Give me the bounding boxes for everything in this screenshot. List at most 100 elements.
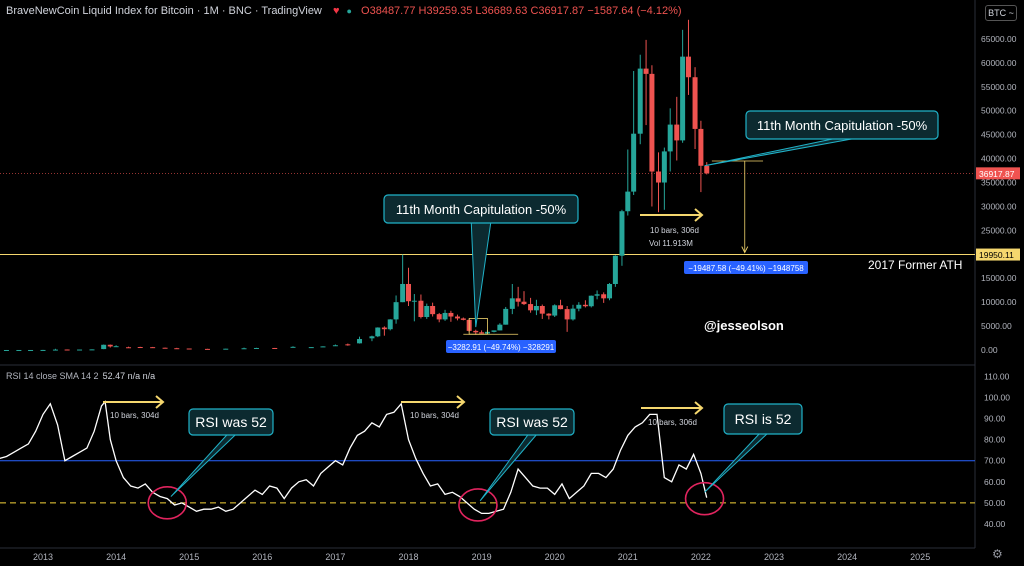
rsi-axis-tick: 110.00	[984, 371, 1010, 381]
price-candle	[64, 349, 70, 351]
rsi-bars-label-3: 10 bars, 306d	[648, 418, 697, 427]
price-candle	[497, 323, 503, 331]
price-candle	[387, 319, 393, 331]
price-axis-label: 36917.87	[979, 169, 1015, 179]
price-candle	[692, 67, 698, 150]
candle-body	[473, 330, 479, 333]
price-candle	[16, 349, 22, 351]
candle-body	[320, 346, 326, 348]
price-candle	[558, 299, 564, 310]
price-candle	[601, 292, 607, 303]
time-axis-tick: 2022	[691, 552, 711, 562]
candle-body	[509, 298, 515, 309]
favorite-heart-icon[interactable]: ♥	[332, 5, 340, 17]
former-ath-label: 2017 Former ATH	[868, 258, 962, 272]
price-candle	[539, 304, 545, 319]
rsi-arrow-3-head	[694, 401, 704, 415]
candle-body	[332, 345, 338, 347]
price-axis-tick: 15000.00	[981, 273, 1017, 283]
price-candle	[40, 349, 46, 351]
price-candle	[272, 347, 278, 349]
price-candle	[607, 283, 613, 301]
price-candle	[126, 346, 132, 349]
candle-body	[89, 349, 95, 351]
candle-body	[253, 347, 259, 349]
price-candle	[204, 348, 210, 350]
symbol-title[interactable]: BraveNewCoin Liquid Index for Bitcoin · …	[6, 5, 322, 17]
rsi-bars-label-1: 10 bars, 304d	[110, 411, 159, 420]
rsi-callout-2-pointer	[479, 434, 537, 502]
price-candle	[515, 286, 521, 307]
callout-2018-box	[383, 194, 579, 224]
price-candle	[357, 336, 363, 344]
rsi-callout-1-box	[188, 408, 274, 436]
candle-body	[400, 283, 406, 303]
price-candle	[52, 348, 58, 351]
rsi-indicator-label[interactable]: RSI 14 close SMA 14 2	[6, 371, 99, 381]
price-candle	[430, 302, 436, 317]
price-candle	[381, 326, 387, 336]
candle-body	[369, 336, 375, 339]
callout-2022-text: 11th Month Capitulation -50%	[757, 118, 928, 133]
candle-body	[601, 294, 607, 299]
price-candle	[698, 120, 704, 193]
candle-body	[272, 347, 278, 349]
candle-body	[667, 124, 673, 152]
measure-label-2018: −3282.91 (−49.74%) −328291	[448, 343, 555, 352]
currency-selector-button[interactable]: BTC ~	[985, 5, 1017, 21]
rsi-callout-3-box	[723, 403, 803, 435]
candle-body	[576, 304, 582, 309]
candle-body	[241, 348, 247, 350]
time-axis-tick: 2015	[179, 552, 199, 562]
settings-gear-icon[interactable]: ⚙	[992, 547, 1003, 561]
candle-body	[204, 348, 210, 350]
time-axis-tick: 2020	[545, 552, 565, 562]
price-candle	[674, 96, 680, 161]
candle-body	[704, 165, 710, 174]
rsi-circle-3	[684, 481, 725, 516]
price-candle	[552, 304, 558, 318]
candle-body	[533, 306, 539, 311]
time-axis-tick: 2017	[325, 552, 345, 562]
price-candle	[503, 306, 509, 325]
candle-body	[460, 318, 466, 320]
price-axis-label-box	[976, 167, 1020, 180]
candle-body	[411, 300, 417, 302]
candle-body	[539, 306, 545, 314]
candle-body	[393, 302, 399, 320]
candle-body	[430, 306, 436, 315]
callout-2022-box	[745, 110, 939, 140]
bars-arrow-price-head	[694, 208, 704, 222]
candle-body	[77, 349, 83, 351]
candle-body	[290, 346, 296, 348]
candle-body	[52, 349, 58, 351]
candle-body	[454, 316, 460, 319]
price-candle	[101, 344, 107, 350]
price-candle	[442, 309, 448, 321]
rsi-header: RSI 14 close SMA 14 2 52.47 n/a n/a	[6, 371, 155, 381]
rsi-arrow-2-head	[456, 395, 466, 409]
time-axis-tick: 2014	[106, 552, 126, 562]
price-candle	[150, 346, 156, 349]
rsi-callout-3-text: RSI is 52	[735, 411, 792, 427]
price-candle	[89, 349, 95, 351]
price-axis-tick: 35000.00	[981, 178, 1017, 188]
price-candle	[241, 347, 247, 350]
price-candle	[594, 290, 600, 300]
candle-body	[64, 349, 70, 351]
price-candle	[113, 345, 119, 348]
time-axis-tick: 2023	[764, 552, 784, 562]
price-candle	[533, 299, 539, 316]
callout-2022-pointer	[704, 138, 852, 167]
candle-body	[375, 327, 381, 337]
price-candle	[3, 349, 9, 351]
rsi-callout-2-box	[489, 408, 575, 436]
candle-body	[436, 314, 442, 320]
price-candle	[406, 267, 411, 307]
rsi-callout-2-text: RSI was 52	[496, 414, 568, 430]
candle-body	[40, 349, 46, 351]
price-axis-tick: 5000.00	[981, 321, 1012, 331]
price-axis-label-box	[976, 248, 1020, 261]
measure-zone-2018	[468, 318, 488, 335]
